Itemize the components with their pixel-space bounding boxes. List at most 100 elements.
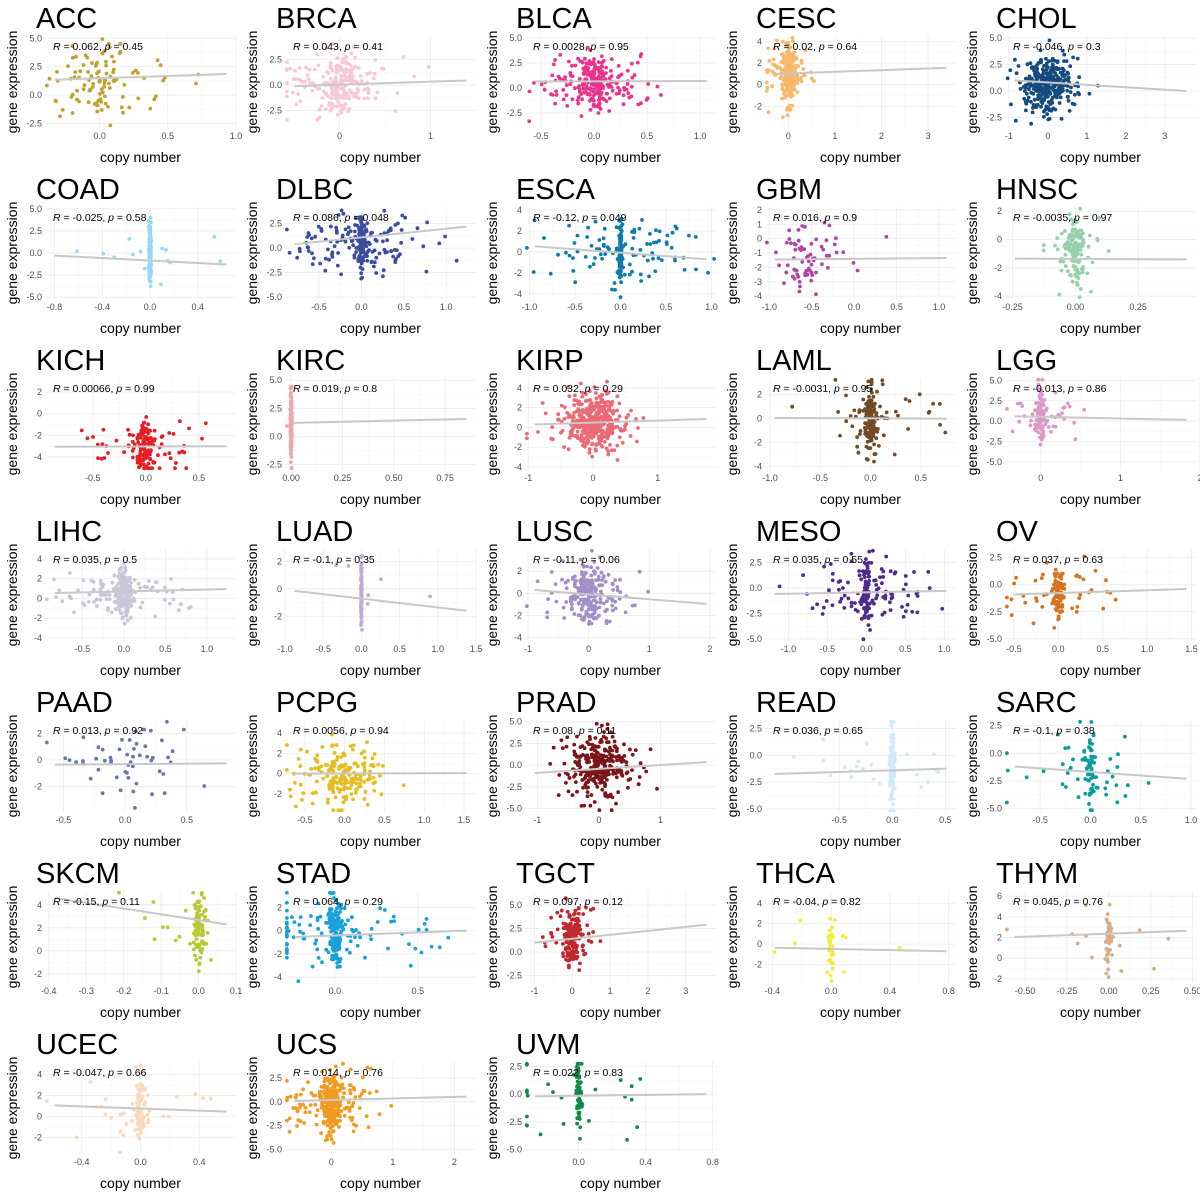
scatter-point xyxy=(1039,576,1044,580)
scatter-point xyxy=(880,378,885,383)
scatter-point xyxy=(767,58,772,63)
scatter-point xyxy=(339,755,344,759)
scatter-point xyxy=(781,115,785,120)
scatter-point xyxy=(1058,585,1062,590)
panel-meso: -1.0 -0.5 0.0 0.5 1.0-5.0-2.50.02.5 R = 0.035… xyxy=(724,516,956,678)
scatter-point xyxy=(1082,407,1086,412)
scatter-point xyxy=(573,280,578,285)
scatter-point xyxy=(393,109,398,113)
scatter-point xyxy=(569,607,574,612)
scatter-point xyxy=(1074,252,1079,256)
scatter-point xyxy=(54,99,58,104)
scatter-point xyxy=(148,251,153,256)
scatter-point xyxy=(601,575,606,580)
scatter-point xyxy=(614,801,618,806)
scatter-point xyxy=(148,271,153,276)
scatter-point xyxy=(150,755,155,760)
scatter-point xyxy=(148,264,153,268)
x-axis-title: copy number xyxy=(580,149,661,165)
scatter-point xyxy=(654,228,658,233)
scatter-point xyxy=(588,108,593,112)
scatter-point xyxy=(905,602,910,607)
scatter-point xyxy=(1075,605,1080,609)
scatter-point xyxy=(583,431,587,435)
scatter-point xyxy=(579,114,584,118)
scatter-point xyxy=(355,90,360,95)
scatter-point xyxy=(1038,442,1043,447)
scatter-point xyxy=(132,747,136,751)
scatter-point xyxy=(285,768,289,772)
scatter-point xyxy=(629,408,633,413)
correlation-annotation: R = 0.02, p = 0.64 xyxy=(773,41,857,53)
scatter-point xyxy=(148,242,153,247)
scatter-point xyxy=(927,586,932,590)
scatter-point xyxy=(371,776,376,780)
scatter-point xyxy=(352,79,357,83)
scatter-point xyxy=(1066,78,1071,83)
scatter-point xyxy=(784,41,789,45)
regression-line xyxy=(54,73,227,81)
scatter-point xyxy=(1042,89,1046,93)
panel-kich: -0.5 0.0 0.5-4-202 R = 0.00066, p = 0.99KIC… xyxy=(4,345,236,507)
scatter-point xyxy=(527,119,532,124)
scatter-point xyxy=(1014,71,1019,76)
y-tick-label: 0 xyxy=(37,593,42,603)
scatter-points xyxy=(79,415,208,471)
scatter-point xyxy=(1072,92,1077,97)
scatter-point xyxy=(814,270,818,275)
scatter-point xyxy=(599,404,604,409)
scatter-point xyxy=(330,255,335,259)
scatter-point xyxy=(872,459,876,464)
y-tick-label: 2 xyxy=(517,403,522,413)
scatter-point xyxy=(785,87,789,91)
scatter-point xyxy=(137,753,142,758)
scatter-point xyxy=(1071,55,1075,60)
scatter-point xyxy=(621,93,626,98)
scatter-point xyxy=(1069,235,1074,240)
scatter-point xyxy=(774,250,778,255)
scatter-point xyxy=(623,427,627,432)
scatter-point xyxy=(298,99,303,104)
scatter-point xyxy=(363,254,367,258)
scatter-point xyxy=(1044,91,1049,96)
x-axis-title: copy number xyxy=(820,149,901,165)
scatter-point xyxy=(381,66,386,71)
scatter-point xyxy=(376,762,381,767)
scatter-point xyxy=(1055,89,1060,94)
scatter-point xyxy=(372,264,376,269)
scatter-point xyxy=(349,792,354,796)
panel-title: LUAD xyxy=(276,516,353,548)
scatter-point xyxy=(293,781,297,785)
x-tick-label: 1 xyxy=(1084,131,1089,141)
y-tick-label: 2 xyxy=(517,566,522,576)
scatter-point xyxy=(1081,240,1086,245)
scatter-point xyxy=(305,73,310,77)
scatter-point xyxy=(289,418,294,423)
scatter-point xyxy=(351,45,356,49)
x-tick-label: -0.5 xyxy=(820,644,836,654)
scatter-point xyxy=(584,583,589,587)
x-tick-label: -0.4 xyxy=(95,302,111,312)
scatter-point xyxy=(142,454,147,458)
scatter-point xyxy=(305,749,309,754)
scatter-point xyxy=(347,96,351,101)
y-tick-label: 0.0 xyxy=(269,80,282,90)
scatter-point xyxy=(47,76,52,81)
scatter-point xyxy=(888,569,893,574)
scatter-point xyxy=(580,583,584,587)
scatter-point xyxy=(1041,243,1046,248)
regression-line xyxy=(534,80,707,83)
scatter-point xyxy=(1070,279,1075,284)
scatter-point xyxy=(632,73,637,77)
scatter-point xyxy=(548,271,553,276)
x-tick-label: -1.0 xyxy=(761,302,777,312)
scatter-point xyxy=(610,795,615,800)
scatter-point xyxy=(874,583,879,587)
scatter-point xyxy=(614,246,619,251)
scatter-point xyxy=(1077,75,1082,80)
scatter-point xyxy=(789,241,793,246)
scatter-point xyxy=(316,87,320,91)
scatter-point xyxy=(784,60,789,65)
scatter-point xyxy=(117,596,122,601)
scatter-point xyxy=(1052,595,1057,600)
